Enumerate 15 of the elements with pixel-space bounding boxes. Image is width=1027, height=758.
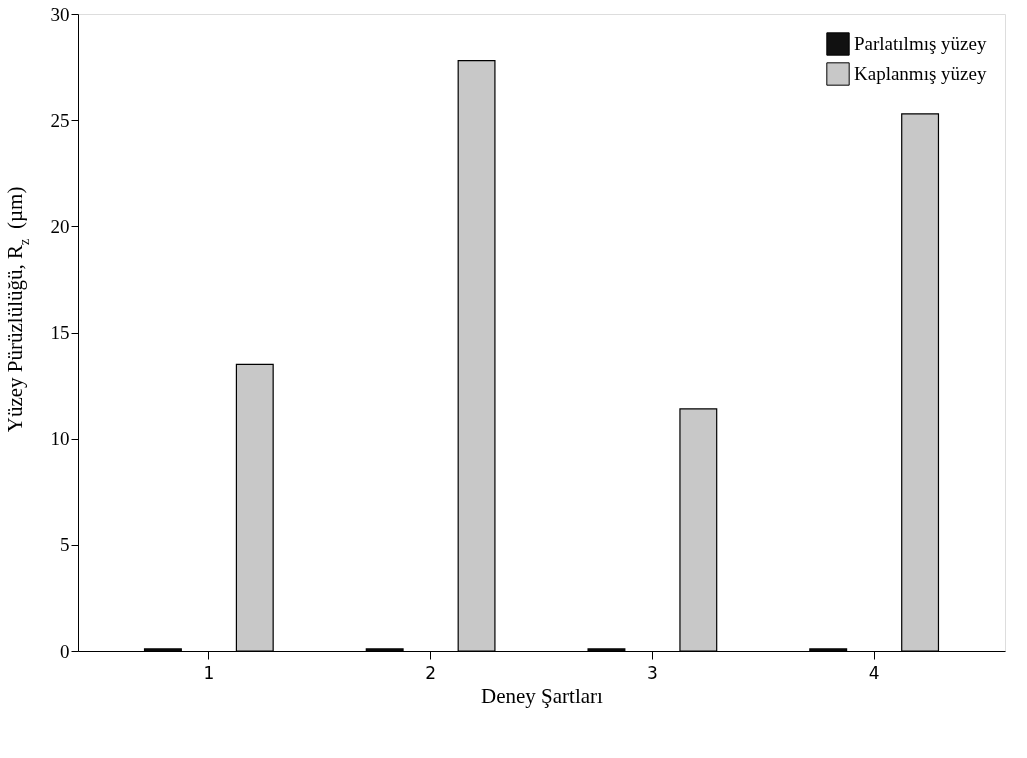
y-tick-label: 30 bbox=[50, 3, 70, 25]
y-axis-title: Yüzey Pürüzlülüğü, Rz (µm) bbox=[3, 186, 32, 433]
x-tick-label: 3 bbox=[646, 662, 658, 683]
y-tick-label: 25 bbox=[50, 109, 70, 131]
x-tick-label: 2 bbox=[425, 662, 437, 683]
legend-label: Parlatılmış yüzey bbox=[854, 33, 987, 54]
y-tick-label: 15 bbox=[50, 322, 70, 343]
x-tick-label: 1 bbox=[203, 662, 215, 683]
y-tick-label: 5 bbox=[60, 534, 70, 556]
y-tick-label: 0 bbox=[60, 640, 70, 662]
y-tick-label: 10 bbox=[50, 428, 70, 450]
x-axis-title: Deney Şartları bbox=[481, 683, 604, 708]
y-tick-label: 20 bbox=[50, 215, 70, 237]
x-tick-label: 4 bbox=[868, 662, 880, 683]
legend-label: Kaplanmış yüzey bbox=[854, 63, 987, 84]
